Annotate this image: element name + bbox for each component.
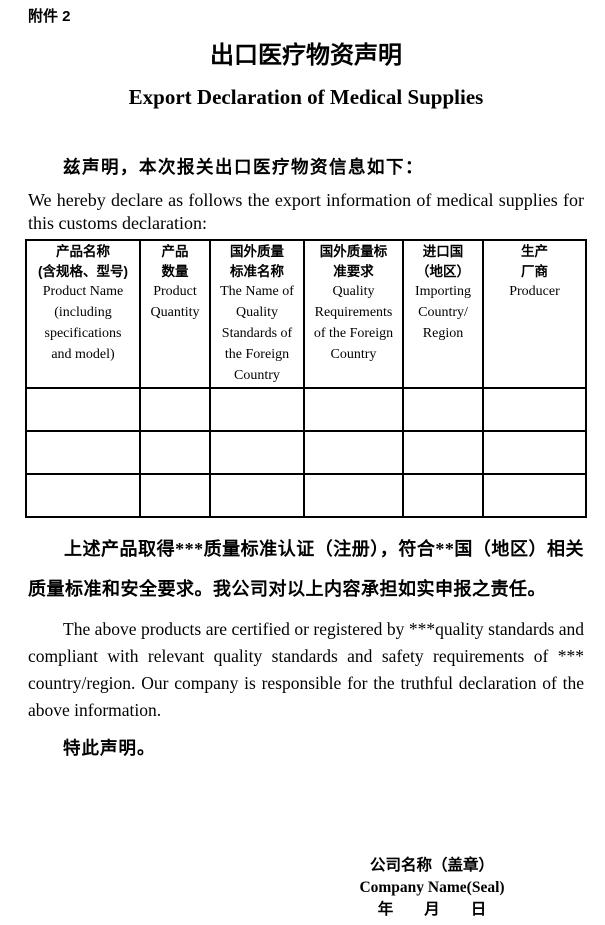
- table-cell-empty: [209, 387, 305, 433]
- table-cell-empty: [482, 473, 587, 519]
- table-cell-empty: [402, 430, 484, 476]
- header-product-quantity-en: Product Quantity: [150, 284, 200, 321]
- signature-date-en: Day/Month/Year: [302, 921, 562, 925]
- attachment-label: 附件 2: [28, 8, 71, 25]
- header-product-name-zh: 产品名称 (含规格、型号): [38, 244, 128, 279]
- table-header-row: 产品名称 (含规格、型号) Product Name (including sp…: [25, 239, 587, 390]
- header-importing-country: 进口国 （地区） Importing Country/ Region: [402, 239, 484, 390]
- table-row: [25, 430, 587, 476]
- table-cell-empty: [482, 387, 587, 433]
- table-row: [25, 387, 587, 433]
- header-importing-country-zh: 进口国 （地区）: [416, 244, 470, 279]
- header-quality-requirements-zh: 国外质量标 准要求: [319, 244, 388, 279]
- header-product-name-en: Product Name (including specifications a…: [42, 284, 124, 363]
- declaration-paragraph-zh: 上述产品取得***质量标准认证（注册），符合**国（地区）相关质量标准和安全要求…: [28, 539, 584, 599]
- signature-date-zh: 年 月 日: [377, 900, 487, 918]
- intro-statement-zh: 兹声明，本次报关出口医疗物资信息如下：: [63, 156, 424, 177]
- table-cell-empty: [303, 430, 404, 476]
- header-quality-standard-name: 国外质量 标准名称 The Name of Quality Standards …: [209, 239, 305, 390]
- header-producer-zh: 生产 厂商: [521, 244, 548, 279]
- table-cell-empty: [139, 473, 211, 519]
- header-producer: 生产 厂商 Producer: [482, 239, 587, 390]
- table-cell-empty: [482, 430, 587, 476]
- header-product-quantity: 产品 数量 Product Quantity: [139, 239, 211, 390]
- header-quality-standard-name-en: The Name of Quality Standards of the For…: [220, 284, 294, 384]
- header-quality-standard-name-zh: 国外质量 标准名称: [230, 244, 284, 279]
- header-quality-requirements: 国外质量标 准要求 Quality Requirements of the Fo…: [303, 239, 404, 390]
- table-cell-empty: [209, 430, 305, 476]
- header-quality-requirements-en: Quality Requirements of the Foreign Coun…: [313, 284, 394, 363]
- table-cell-empty: [25, 430, 141, 476]
- header-product-quantity-zh: 产品 数量: [161, 244, 189, 279]
- table-cell-empty: [139, 430, 211, 476]
- table-cell-empty: [25, 473, 141, 519]
- title-en: Export Declaration of Medical Supplies: [128, 84, 484, 109]
- header-product-name: 产品名称 (含规格、型号) Product Name (including sp…: [25, 239, 141, 390]
- signature-block: 公司名称（盖章） Company Name(Seal) 年 月 日 Day/Mo…: [302, 855, 562, 925]
- table-cell-empty: [402, 473, 484, 519]
- header-importing-country-en: Importing Country/ Region: [415, 284, 471, 342]
- header-producer-en: Producer: [509, 284, 560, 300]
- table-cell-empty: [303, 473, 404, 519]
- signature-company-zh: 公司名称（盖章）: [369, 857, 494, 875]
- table-cell-empty: [303, 387, 404, 433]
- declaration-paragraph-en: The above products are certified or regi…: [28, 618, 584, 721]
- table-cell-empty: [402, 387, 484, 433]
- table-cell-empty: [25, 387, 141, 433]
- table-cell-empty: [209, 473, 305, 519]
- closing-statement: 特此声明。: [63, 737, 156, 758]
- medical-supplies-table: 产品名称 (含规格、型号) Product Name (including sp…: [25, 239, 587, 519]
- intro-statement-en: We hereby declare as follows the export …: [28, 189, 584, 234]
- table-cell-empty: [139, 387, 211, 433]
- table-row: [25, 473, 587, 519]
- signature-company-en: Company Name(Seal): [359, 879, 505, 897]
- title-zh: 出口医疗物资声明: [210, 42, 402, 69]
